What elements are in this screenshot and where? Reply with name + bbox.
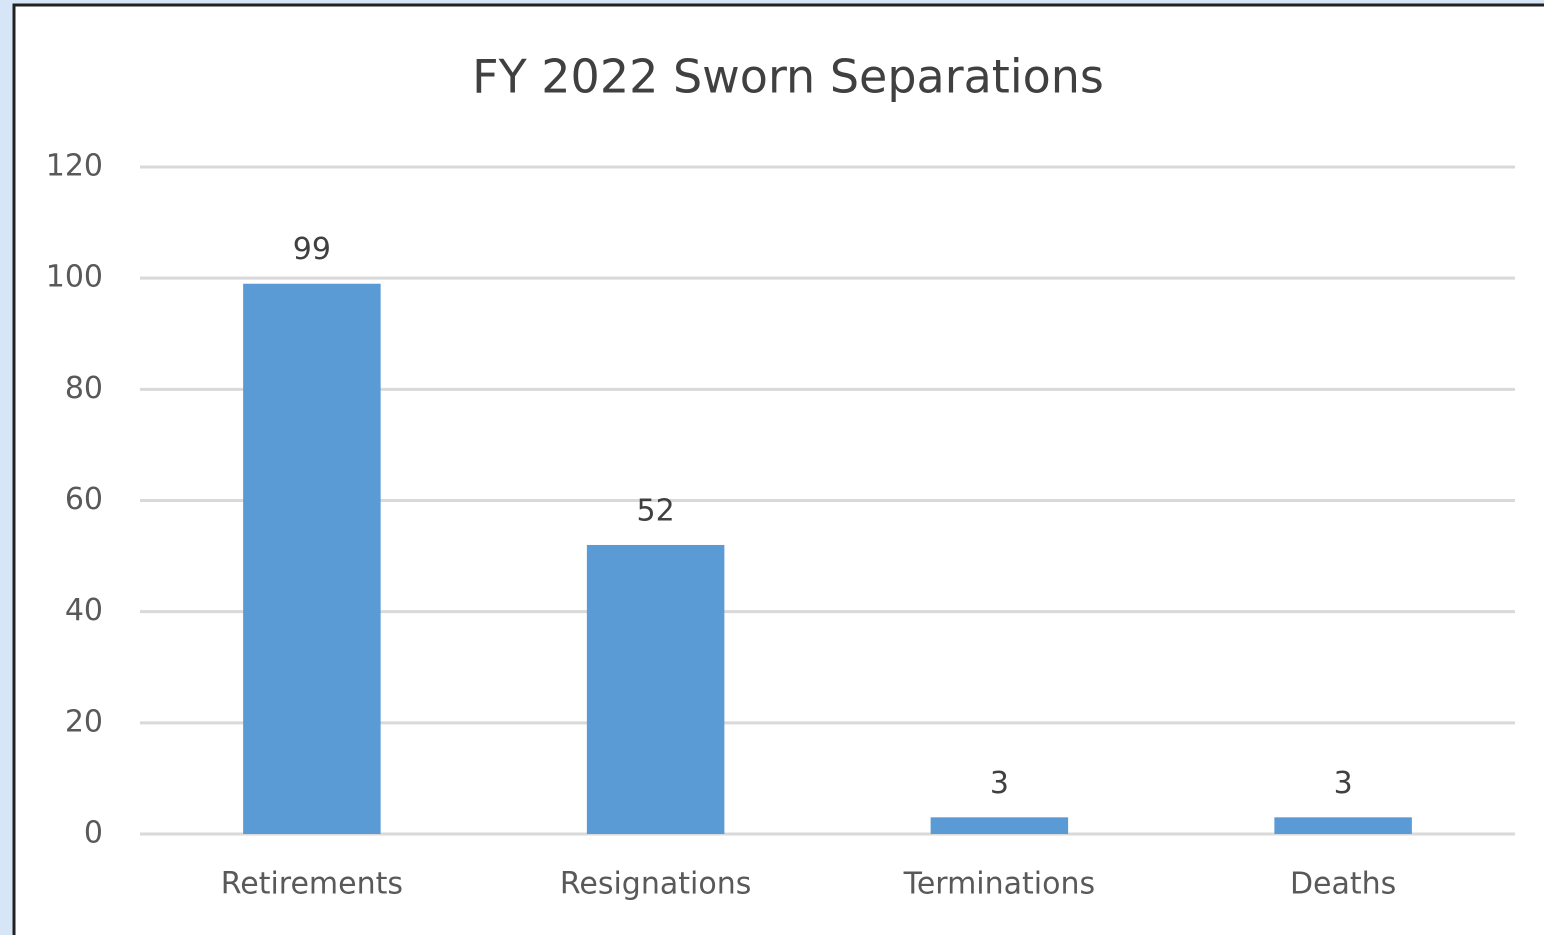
bar — [930, 817, 1069, 834]
data-label: 52 — [637, 493, 675, 528]
y-tick-label: 0 — [84, 816, 103, 851]
x-tick-label: Resignations — [560, 867, 751, 902]
y-tick-label: 40 — [65, 593, 103, 628]
y-tick-label: 60 — [65, 482, 103, 517]
chart-title: FY 2022 Sworn Separations — [472, 50, 1104, 104]
data-label: 99 — [293, 232, 331, 267]
y-tick-label: 100 — [46, 260, 103, 295]
x-tick-label: Deaths — [1290, 867, 1396, 902]
bar — [1274, 817, 1412, 834]
data-label: 3 — [990, 766, 1009, 801]
bar — [586, 544, 725, 834]
bar — [243, 283, 381, 835]
y-tick-label: 80 — [65, 371, 103, 406]
y-tick-label: 120 — [46, 149, 103, 184]
data-label: 3 — [1334, 766, 1353, 801]
y-tick-label: 20 — [65, 704, 103, 739]
x-tick-label: Terminations — [903, 867, 1096, 902]
x-tick-label: Retirements — [221, 867, 403, 902]
